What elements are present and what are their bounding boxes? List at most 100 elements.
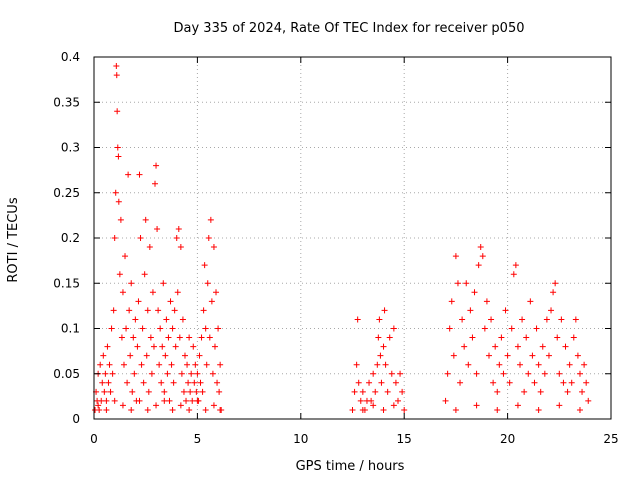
grid-lines — [94, 57, 611, 419]
data-point — [397, 370, 404, 377]
data-point — [150, 343, 157, 350]
data-point — [130, 334, 137, 341]
data-point — [517, 361, 524, 368]
data-point — [179, 316, 186, 323]
data-point — [205, 235, 212, 241]
data-point — [171, 307, 178, 314]
data-point — [181, 352, 188, 359]
data-point — [471, 289, 478, 296]
data-point — [488, 316, 495, 323]
data-point — [370, 402, 377, 409]
data-point — [184, 361, 191, 368]
data-point — [158, 379, 165, 386]
data-point — [149, 289, 156, 296]
chart-title: Day 335 of 2024, Rate Of TEC Index for r… — [174, 21, 525, 36]
data-point — [186, 406, 193, 413]
data-point — [190, 343, 197, 350]
data-point — [574, 352, 581, 359]
data-point — [202, 325, 209, 332]
data-point — [124, 379, 131, 386]
data-point — [115, 153, 122, 160]
data-point — [163, 316, 170, 323]
data-point — [377, 352, 384, 359]
data-point — [123, 325, 130, 332]
data-point — [554, 334, 561, 341]
data-point — [143, 352, 150, 359]
data-point — [118, 334, 125, 341]
data-point — [550, 289, 557, 296]
data-point — [185, 379, 192, 386]
data-point — [169, 325, 176, 332]
data-point — [125, 171, 132, 178]
data-point — [543, 316, 550, 323]
data-point — [366, 379, 373, 386]
data-point — [454, 280, 461, 287]
data-point — [216, 388, 223, 395]
data-point — [148, 370, 155, 377]
y-tick-label: 0.4 — [61, 50, 80, 64]
data-point — [514, 402, 521, 409]
data-point — [168, 361, 175, 368]
data-point — [485, 352, 492, 359]
data-point — [161, 388, 168, 395]
data-point — [153, 402, 160, 409]
data-point — [359, 406, 366, 413]
data-point — [585, 397, 592, 404]
data-point — [156, 361, 163, 368]
data-point — [96, 406, 103, 413]
data-point — [147, 334, 154, 341]
data-point — [140, 379, 147, 386]
data-point — [533, 325, 540, 332]
data-point — [564, 388, 571, 395]
data-point — [192, 361, 199, 368]
data-point — [583, 379, 590, 386]
y-tick-label: 0.05 — [53, 367, 80, 381]
data-point — [452, 406, 459, 413]
data-point — [165, 334, 172, 341]
data-point — [359, 388, 366, 395]
data-point — [444, 370, 451, 377]
data-point — [191, 379, 198, 386]
data-point — [103, 406, 110, 413]
data-point — [108, 325, 115, 332]
data-point — [215, 325, 222, 332]
data-point — [119, 289, 126, 296]
data-point — [197, 379, 204, 386]
data-point — [97, 361, 104, 368]
data-point — [102, 370, 109, 377]
x-tick-label: 20 — [500, 432, 515, 446]
data-point — [384, 388, 391, 395]
data-point — [160, 280, 167, 287]
data-point — [392, 379, 399, 386]
data-point — [129, 388, 136, 395]
data-point — [144, 307, 151, 314]
axis-ticks: 0 5 10 15 20 25 0 0.05 0.1 0.15 0.2 0.25 0.3 0.35 0.4 — [53, 50, 618, 446]
data-point — [110, 307, 117, 314]
data-point — [172, 343, 179, 350]
data-point — [104, 343, 111, 350]
data-point — [152, 180, 159, 187]
data-point — [175, 225, 182, 232]
data-point — [375, 334, 382, 341]
data-point — [446, 325, 453, 332]
data-point — [510, 271, 517, 278]
data-point — [106, 361, 113, 368]
data-point — [498, 334, 505, 341]
data-point — [119, 402, 126, 409]
data-point — [545, 352, 552, 359]
data-point — [399, 388, 406, 395]
data-point — [157, 325, 164, 332]
x-tick-label: 5 — [194, 432, 202, 446]
data-point — [380, 343, 387, 350]
data-point — [159, 343, 166, 350]
data-point — [581, 361, 588, 368]
data-point — [164, 370, 171, 377]
data-point — [203, 361, 210, 368]
data-point — [107, 388, 114, 395]
data-point — [450, 352, 457, 359]
data-point — [500, 370, 507, 377]
data-point — [200, 307, 207, 314]
data-point — [204, 280, 211, 287]
data-point — [137, 235, 144, 241]
